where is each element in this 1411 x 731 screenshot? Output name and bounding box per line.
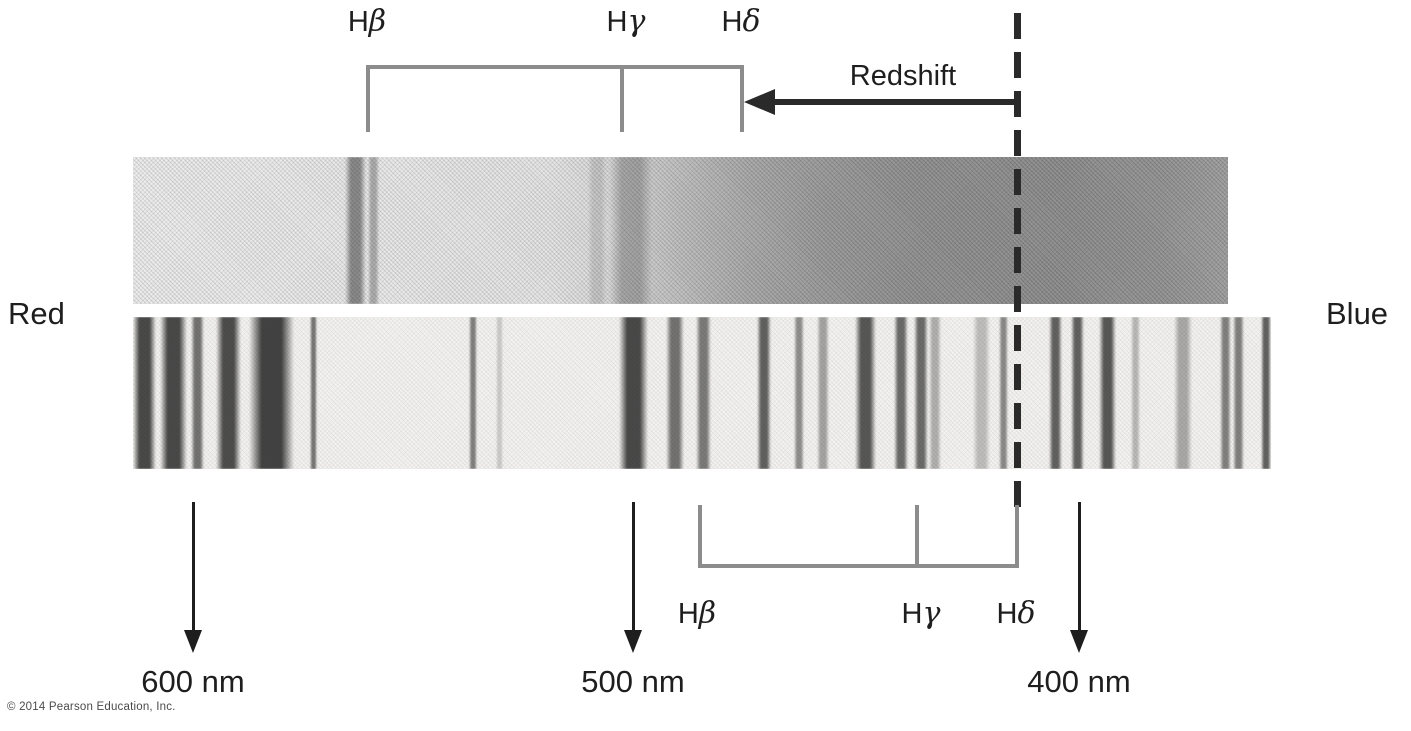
dashed-reference-line — [1014, 13, 1021, 510]
galaxy-absorption-line — [610, 157, 652, 304]
element-symbol: H — [347, 6, 369, 38]
galaxy-hydrogen-β-label: Hβ — [348, 4, 386, 39]
galaxy-hydrogen-γ-label: Hγ — [607, 4, 646, 39]
comparison-absorption-line — [894, 317, 908, 469]
reference-lines-bracket-tick — [915, 505, 919, 564]
wavelength-label: 500 nm — [581, 664, 685, 699]
element-symbol: H — [996, 598, 1018, 630]
element-symbol: H — [901, 598, 923, 630]
redshift-label: Redshift — [849, 60, 957, 92]
element-symbol: H — [721, 6, 743, 38]
comparison-absorption-line — [666, 317, 684, 469]
down-arrow-icon — [624, 630, 642, 653]
greek-letter: γ — [627, 4, 646, 39]
comparison-absorption-line — [855, 317, 876, 469]
galaxy-lines-bracket-tick — [740, 69, 744, 132]
wavelength-arrow-shaft — [1078, 502, 1081, 632]
comparison-absorption-line — [133, 317, 156, 469]
comparison-absorption-line — [929, 317, 941, 469]
comparison-absorption-line — [191, 317, 204, 469]
reference-hydrogen-γ-label: Hγ — [902, 596, 941, 631]
comparison-absorption-line — [757, 317, 771, 469]
comparison-absorption-line — [310, 317, 317, 469]
comparison-absorption-line — [1071, 317, 1084, 469]
comparison-spectrum-strip — [133, 317, 1271, 469]
galaxy-lines-bracket — [366, 65, 744, 132]
comparison-absorption-line — [1131, 317, 1140, 469]
galaxy-absorption-line — [368, 157, 379, 304]
greek-letter: γ — [922, 596, 941, 631]
galaxy-absorption-line — [588, 157, 606, 304]
wavelength-label: 400 nm — [1027, 664, 1131, 699]
comparison-absorption-line — [160, 317, 187, 469]
redshift-arrow-shaft — [770, 99, 1017, 105]
reference-hydrogen-δ-label: Hδ — [996, 596, 1035, 631]
comparison-absorption-line — [973, 317, 990, 469]
comparison-absorption-line — [1049, 317, 1062, 469]
element-symbol: H — [606, 6, 628, 38]
comparison-absorption-line — [619, 317, 648, 469]
reference-lines-bracket — [698, 505, 1019, 568]
comparison-absorption-line — [1099, 317, 1116, 469]
comparison-absorption-line — [817, 317, 829, 469]
comparison-absorption-line — [1220, 317, 1231, 469]
redshift-arrow-head-icon — [744, 89, 775, 115]
galaxy-lines-bracket-tick — [620, 69, 624, 132]
wavelength-arrow-shaft — [192, 502, 195, 632]
comparison-absorption-line — [999, 317, 1008, 469]
comparison-absorption-line — [794, 317, 804, 469]
reference-hydrogen-β-label: Hβ — [678, 596, 716, 631]
blue-end-label: Blue — [1326, 296, 1389, 331]
comparison-absorption-line — [216, 317, 241, 469]
greek-letter: β — [698, 596, 717, 631]
comparison-absorption-line — [1261, 317, 1271, 469]
reference-lines-bracket-tick — [698, 505, 702, 564]
galaxy-spectrum-strip — [133, 157, 1228, 304]
comparison-absorption-line — [496, 317, 503, 469]
comparison-absorption-line — [914, 317, 928, 469]
copyright-note: © 2014 Pearson Education, Inc. — [7, 701, 176, 713]
down-arrow-icon — [1070, 630, 1088, 653]
wavelength-arrow-shaft — [632, 502, 635, 632]
element-symbol: H — [677, 598, 699, 630]
comparison-absorption-line — [696, 317, 711, 469]
comparison-absorption-line — [249, 317, 294, 469]
greek-letter: δ — [1017, 596, 1036, 631]
galaxy-lines-bracket-tick — [366, 69, 370, 132]
greek-letter: δ — [742, 4, 761, 39]
down-arrow-icon — [184, 630, 202, 653]
greek-letter: β — [368, 4, 387, 39]
comparison-absorption-line — [1174, 317, 1192, 469]
red-end-label: Red — [8, 296, 65, 331]
comparison-absorption-line — [469, 317, 477, 469]
reference-lines-bracket-tick — [1015, 505, 1019, 564]
galaxy-absorption-line — [345, 157, 366, 304]
comparison-absorption-line — [1233, 317, 1244, 469]
wavelength-label: 600 nm — [141, 664, 245, 699]
galaxy-hydrogen-δ-label: Hδ — [721, 4, 760, 39]
